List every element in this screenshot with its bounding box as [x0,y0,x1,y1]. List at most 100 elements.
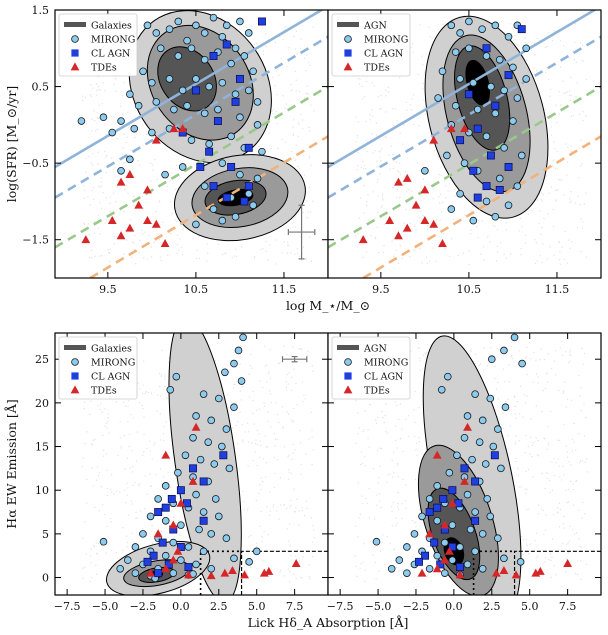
density-dot [312,449,314,451]
density-dot [249,364,251,367]
density-dot [472,205,474,208]
mirong-point [258,147,266,156]
mirong-point [510,333,519,342]
mirong-point [117,117,125,125]
density-dot [372,468,375,470]
density-dot [544,108,547,111]
density-dot [297,348,300,350]
density-dot [355,442,357,445]
density-dot [291,222,293,225]
mirong-point [199,508,208,516]
density-dot [158,238,161,241]
tde-point [358,235,368,244]
density-dot [362,543,365,545]
density-dot [396,522,398,524]
density-dot [578,374,580,377]
cl-agn-point [209,182,218,191]
density-dot [305,257,307,259]
density-dot [92,439,95,441]
density-dot [402,450,404,453]
density-dot [167,471,170,473]
tde-point [125,170,135,179]
density-dot [391,510,393,512]
density-dot [422,214,424,217]
density-dot [419,217,421,219]
density-dot [534,540,536,542]
density-dot [483,347,485,349]
mirong-point [463,560,472,569]
density-dot [127,127,129,129]
density-dot [417,576,419,578]
density-dot [267,411,270,413]
density-dot [355,565,357,568]
plot-content [328,10,601,278]
density-dot [284,141,287,144]
density-dot [545,514,547,516]
mirong-point [231,44,240,53]
density-dot [207,252,209,255]
x-tick-label: −2.5 [130,600,157,613]
density-dot [569,99,571,101]
density-dot [88,256,91,259]
density-dot [497,381,499,384]
density-dot [109,202,111,205]
mirong-point [192,560,200,569]
tde-point [146,568,155,577]
density-dot [570,94,573,97]
density-dot [399,162,401,165]
density-dot [90,162,93,164]
density-dot [308,126,310,129]
density-dot [90,256,93,259]
density-dot [127,420,129,422]
density-dot [275,110,277,113]
axes-frame [327,332,602,596]
density-dot [149,473,151,476]
density-dot [383,244,385,247]
density-dot [299,347,302,350]
density-dot [290,376,293,379]
density-dot [422,82,424,85]
density-dot [123,162,125,164]
density-dot [166,397,168,399]
density-dot [558,465,560,467]
density-dot [367,437,369,440]
density-dot [380,206,382,208]
mirong-point [178,86,187,95]
density-dot [97,214,100,216]
density-dot [308,575,310,578]
density-dot [541,261,543,264]
density-dot [248,396,251,398]
density-dot [292,419,295,422]
tde-point [188,476,198,485]
density-dot [110,473,113,476]
density-dot [273,456,275,459]
density-dot [154,158,156,161]
density-dot [579,147,581,149]
density-dot [489,347,492,349]
legend-label: TDEs [91,63,117,74]
density-dot [380,159,382,162]
density-dot [574,22,577,25]
density-dot [363,428,365,431]
density-dot [574,202,576,204]
density-dot [375,578,377,580]
density-dot [560,347,562,349]
legend-swatch-mirong [71,358,79,366]
density-dot [85,122,88,125]
density-dot [288,454,290,456]
density-dot [550,126,552,128]
mirong-point [387,564,396,573]
density-dot [378,500,381,502]
density-dot [401,503,403,505]
density-dot [130,149,132,151]
density-dot [439,202,441,204]
density-dot [384,564,386,566]
density-dot [382,534,384,536]
density-dot [102,82,104,84]
density-dot [379,447,381,449]
density-dot [93,221,95,223]
density-dot [247,465,249,467]
density-dot [287,568,290,570]
density-dot [567,542,569,544]
